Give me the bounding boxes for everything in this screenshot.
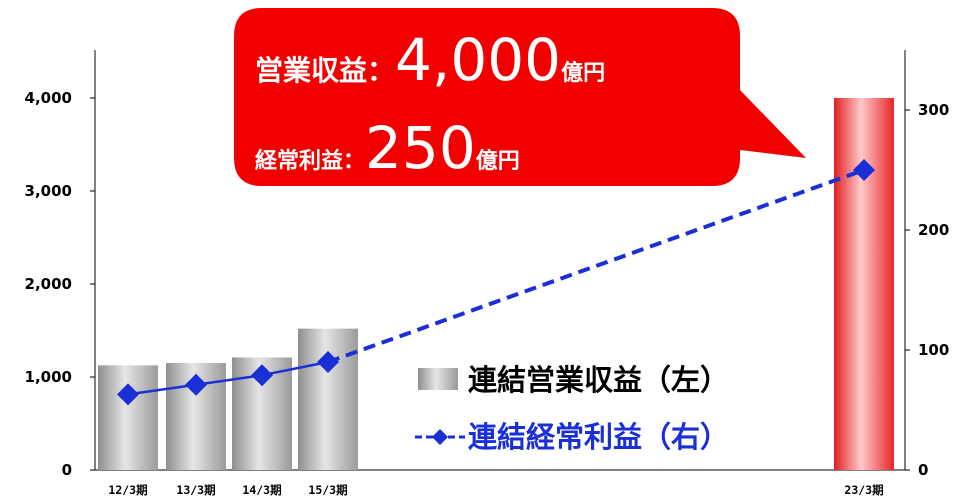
- x-tick-label: 15/3期: [308, 483, 347, 497]
- x-tick-label: 23/3期: [844, 483, 883, 497]
- right-axis-ticks: 0 100 200 300: [905, 101, 949, 479]
- right-tick-label: 0: [918, 461, 928, 479]
- callout: 営業収益：4,000億円 経常利益：250億円: [234, 8, 806, 186]
- callout-line2-label: 経常利益：: [255, 148, 365, 174]
- bar: [834, 98, 894, 470]
- line-point-diamond: [117, 383, 139, 406]
- svg-text:営業収益：4,000億円: 営業収益：4,000億円: [255, 26, 605, 94]
- callout-bubble: [234, 8, 806, 186]
- callout-line1-value: 4,000: [395, 26, 561, 94]
- line-point-diamond: [853, 159, 875, 181]
- left-tick-label: 1,000: [25, 368, 72, 386]
- left-tick-label: 4,000: [25, 89, 72, 107]
- x-tick-label: 12/3期: [108, 483, 147, 497]
- line-point-diamond: [185, 373, 207, 396]
- line-series: [117, 159, 875, 406]
- right-tick-label: 300: [918, 101, 949, 119]
- callout-line2-unit: 億円: [476, 148, 520, 174]
- left-tick-label: 0: [62, 461, 72, 479]
- left-tick-label: 2,000: [25, 275, 72, 293]
- bar: [298, 328, 358, 470]
- line-segment-solid: [127, 360, 329, 396]
- callout-line2-value: 250: [365, 114, 476, 182]
- bar-series: [98, 98, 894, 470]
- callout-line1-label: 営業収益：: [255, 54, 395, 87]
- legend-bar-label: 連結営業収益（左）: [468, 363, 729, 397]
- x-axis-ticks: 12/3期 13/3期 14/3期 15/3期 23/3期: [108, 483, 883, 497]
- callout-line1-unit: 億円: [561, 60, 605, 86]
- legend: 連結営業収益（左） 連結経常利益（右）: [415, 363, 729, 454]
- bar: [98, 365, 158, 470]
- legend-line-label: 連結経常利益（右）: [468, 420, 729, 454]
- line-segment-dashed: [327, 168, 865, 364]
- left-axis-ticks: 0 1,000 2,000 3,000 4,000: [25, 89, 95, 479]
- svg-text:経常利益：250億円: 経常利益：250億円: [255, 114, 520, 182]
- right-tick-label: 100: [918, 341, 949, 359]
- legend-bar-swatch: [418, 368, 458, 390]
- x-tick-label: 13/3期: [176, 483, 215, 497]
- legend-diamond-icon: [432, 429, 448, 445]
- left-tick-label: 3,000: [25, 182, 72, 200]
- x-tick-label: 14/3期: [242, 483, 281, 497]
- right-tick-label: 200: [918, 221, 949, 239]
- line-point-diamond: [317, 351, 339, 373]
- line-point-diamond: [251, 364, 273, 387]
